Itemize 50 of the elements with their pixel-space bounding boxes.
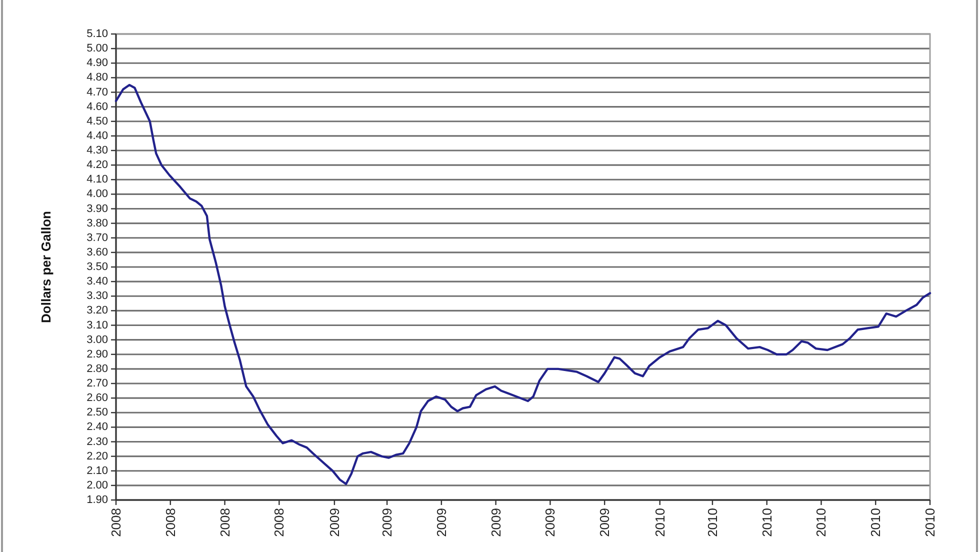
- y-tick-label: 3.60: [86, 246, 108, 258]
- x-tick-label: 2009: [597, 508, 612, 537]
- x-tick-label: 2010: [922, 508, 938, 537]
- y-tick-label: 3.10: [86, 319, 108, 332]
- y-tick-label: 4.70: [86, 86, 108, 98]
- x-tick-label: 2010: [704, 508, 720, 537]
- x-tick-label: 2010: [868, 508, 884, 537]
- x-tick-label: 2008: [108, 508, 124, 537]
- x-tick-label: 2010: [759, 508, 774, 537]
- y-tick-label: 4.60: [86, 100, 108, 113]
- y-tick-label: 5.10: [86, 28, 108, 40]
- y-tick-label: 3.80: [86, 217, 108, 230]
- y-axis-title: Dollars per Gallon: [38, 210, 54, 323]
- y-tick-label: 4.40: [86, 130, 108, 142]
- x-tick-label: 2010: [814, 508, 829, 537]
- x-tick-label: 2008: [162, 508, 178, 537]
- y-tick-label: 4.80: [86, 72, 108, 84]
- y-tick-label: 4.90: [86, 57, 108, 70]
- y-tick-label: 3.70: [86, 232, 108, 244]
- y-tick-label: 4.00: [86, 188, 108, 200]
- y-tick-label: 4.10: [86, 174, 108, 186]
- x-tick-label: 2008: [272, 508, 287, 537]
- y-tick-label: 2.90: [86, 348, 108, 360]
- y-tick-label: 2.60: [86, 392, 108, 404]
- y-tick-label: 2.50: [86, 406, 108, 419]
- x-tick-label: 2010: [652, 508, 668, 537]
- x-tick-label: 2009: [488, 508, 504, 537]
- x-tick-label: 2009: [542, 508, 558, 537]
- x-tick-label: 2009: [326, 508, 342, 537]
- x-tick-label: 2009: [434, 508, 449, 537]
- y-tick-label: 2.10: [86, 464, 108, 477]
- y-tick-label: 4.20: [86, 159, 108, 172]
- y-tick-label: 3.20: [86, 304, 108, 317]
- y-tick-label: 4.50: [86, 115, 108, 128]
- y-tick-label: 3.50: [86, 261, 108, 273]
- y-tick-label: 3.00: [86, 334, 108, 346]
- y-tick-label: 2.80: [86, 362, 108, 375]
- x-tick-label: 2008: [217, 508, 232, 537]
- y-tick-label: 2.20: [86, 450, 108, 462]
- y-tick-label: 2.70: [86, 378, 108, 390]
- y-tick-label: 2.30: [86, 436, 108, 448]
- y-tick-label: 3.90: [86, 202, 108, 215]
- y-tick-label: 3.40: [86, 276, 108, 288]
- y-tick-label: 4.30: [86, 144, 108, 156]
- x-tick-label: 2009: [380, 508, 395, 537]
- y-tick-label: 2.00: [86, 479, 108, 492]
- y-tick-label: 1.90: [86, 494, 108, 506]
- y-tick-label: 2.40: [86, 421, 108, 434]
- y-tick-label: 5.00: [86, 42, 108, 55]
- y-tick-label: 3.30: [86, 290, 108, 302]
